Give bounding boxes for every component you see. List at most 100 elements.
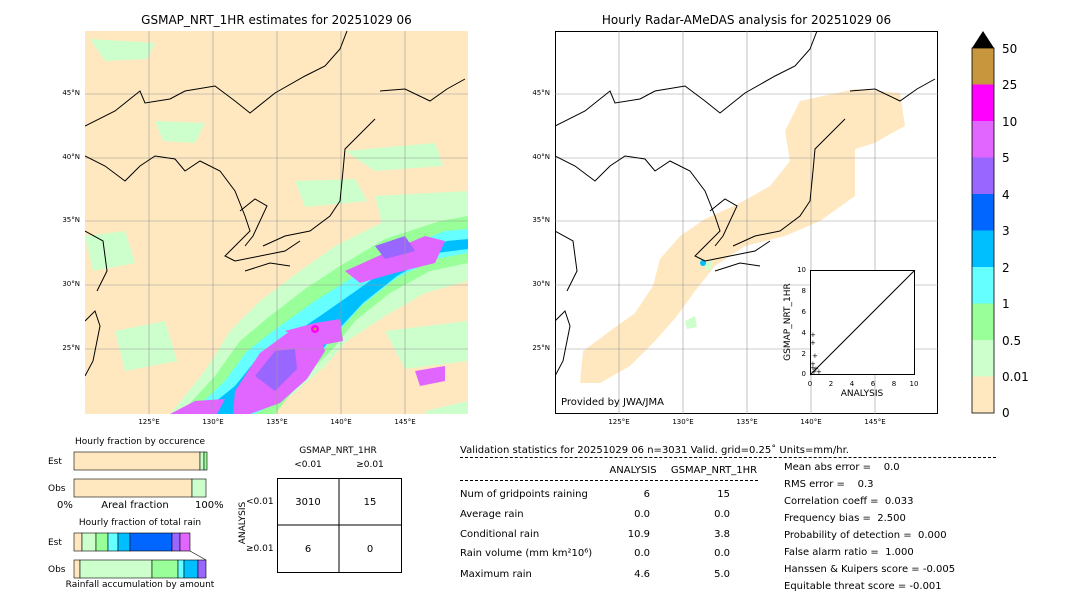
contingency-cell-a: 3010: [295, 497, 321, 508]
left-map: [85, 31, 468, 414]
right-lon-130: 130°E: [672, 418, 694, 426]
left-lon-135: 135°E: [266, 418, 288, 426]
score-rmse: RMS error = 0.3: [784, 479, 874, 490]
score-correlation: Correlation coeff = 0.033: [784, 496, 914, 507]
right-map-coverage: [580, 89, 903, 383]
score-frequency-bias: Frequency bias = 2.500: [784, 513, 906, 524]
cb-label-25: 25: [1002, 78, 1018, 92]
inset-xtick-0: 0: [807, 380, 813, 388]
right-map-grid: [555, 31, 938, 414]
fraction-total-obs-label: Obs: [48, 565, 66, 575]
contingency-col-ge: ≥0.01: [356, 460, 384, 470]
inset-ytick-0: 0: [801, 370, 806, 378]
svg-text:+: +: [816, 368, 822, 376]
left-map-coastlines: [85, 31, 466, 377]
inset-xtick-2: 2: [828, 380, 834, 388]
right-lat-35: 35°N: [532, 216, 550, 224]
cb-label-2: 2: [1002, 261, 1010, 275]
colorbar-segment: [972, 267, 994, 304]
svg-text:+: +: [810, 364, 816, 372]
contingency-title: GSMAP_NRT_1HR: [299, 446, 377, 456]
score-far: False alarm ratio = 1.000: [784, 547, 914, 558]
left-lon-145: 145°E: [394, 418, 416, 426]
stat-row-analysis: 4.6: [634, 569, 650, 580]
svg-text:+: +: [810, 339, 816, 347]
occ-est-bar: [73, 451, 201, 471]
validation-col-analysis: ANALYSIS: [609, 465, 657, 476]
stat-row-analysis: 6: [643, 489, 650, 500]
inset-xtick-6: 6: [870, 380, 876, 388]
score-mae: Mean abs error = 0.0: [784, 462, 900, 473]
fraction-occurrence-chart: [73, 451, 208, 498]
contingency-cell-b: 15: [363, 497, 377, 508]
colorbar-segments: [972, 48, 994, 414]
right-lon-145: 145°E: [864, 418, 886, 426]
colorbar-segment: [972, 157, 994, 195]
colorbar-segment: [972, 48, 994, 85]
inset-xtick-4: 4: [849, 380, 855, 388]
inset-ytick-2: 2: [801, 350, 806, 358]
right-lat-30: 30°N: [532, 280, 550, 288]
right-lon-125: 125°E: [608, 418, 630, 426]
contingency-cell-d: 0: [366, 544, 374, 555]
fraction-total-chart: [73, 532, 207, 579]
inset-xtick-10: 10: [909, 380, 919, 388]
svg-text:+: +: [813, 365, 819, 373]
contingency-row-lt: <0.01: [246, 497, 274, 507]
svg-text:+: +: [810, 331, 816, 339]
occ-obs-bar: [73, 478, 193, 498]
colorbar-segment: [972, 376, 994, 414]
stat-row-gsmap: 0.0: [714, 509, 730, 520]
svg-text:+: +: [810, 360, 816, 368]
colorbar-segment: [972, 194, 994, 231]
validation-subdivider: [460, 480, 758, 481]
stat-row-analysis: 0.0: [634, 548, 650, 559]
right-lon-135: 135°E: [736, 418, 758, 426]
cb-label-0: 0: [1002, 406, 1010, 420]
stat-row-gsmap: 0.0: [714, 548, 730, 559]
colorbar-arrow: [972, 31, 994, 48]
stat-row-analysis: 0.0: [634, 509, 650, 520]
cb-label-0_01: 0.01: [1002, 370, 1029, 384]
stat-row-label: Average rain: [460, 509, 524, 520]
left-lat-45: 45°N: [62, 89, 80, 97]
left-lat-25: 25°N: [62, 344, 80, 352]
inset-xtick-8: 8: [891, 380, 897, 388]
cb-label-3: 3: [1002, 224, 1010, 238]
cb-label-4: 4: [1002, 188, 1010, 202]
inset-ytick-4: 4: [801, 329, 806, 337]
cb-label-50: 50: [1002, 42, 1018, 56]
fraction-axis-mid: Areal fraction: [101, 500, 169, 511]
stat-row-analysis: 10.9: [627, 529, 650, 540]
right-map-coastlines: [555, 31, 936, 377]
cb-label-5: 5: [1002, 151, 1010, 165]
score-pod: Probability of detection = 0.000: [784, 530, 947, 541]
left-lon-125: 125°E: [138, 418, 160, 426]
stat-row-label: Rain volume (mm km²10⁶): [460, 548, 593, 559]
left-map-grid: [85, 31, 468, 414]
validation-divider: [460, 457, 996, 458]
right-map-title: Hourly Radar-AMeDAS analysis for 2025102…: [601, 13, 892, 27]
left-lat-30: 30°N: [62, 280, 80, 288]
contingency-cell-c: 6: [304, 544, 312, 555]
colorbar: [971, 31, 995, 414]
contingency-grid: [277, 478, 402, 573]
inset-xlabel: ANALYSIS: [840, 389, 884, 399]
inset-ytick-10: 10: [797, 266, 806, 274]
stat-row-label: Num of gridpoints raining: [460, 489, 588, 500]
inset-ytick-8: 8: [801, 287, 806, 295]
colorbar-segment: [972, 121, 994, 158]
right-map: [555, 31, 938, 414]
stat-row-label: Conditional rain: [460, 529, 540, 540]
right-map-credit: Provided by JWA/JMA: [561, 397, 664, 408]
stat-row-label: Maximum rain: [460, 569, 532, 580]
scatter-inset: +++ +++ ++: [810, 270, 916, 376]
colorbar-segment: [972, 230, 994, 268]
inset-ytick-6: 6: [801, 308, 806, 316]
left-lon-130: 130°E: [202, 418, 224, 426]
cb-label-1: 1: [1002, 297, 1010, 311]
scatter-diagonal: [810, 270, 916, 376]
fraction-occurrence-obs-label: Obs: [48, 484, 66, 494]
right-map-rain-point: [700, 260, 706, 266]
stat-row-gsmap: 5.0: [714, 569, 730, 580]
